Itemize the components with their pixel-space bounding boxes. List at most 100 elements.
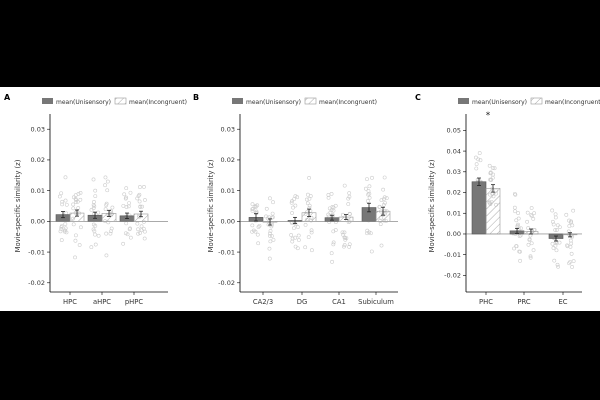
scatter-point [289,233,294,237]
scatter-point [474,162,479,167]
scatter-point [74,198,79,202]
scatter-point [381,187,386,192]
scatter-point [329,251,334,256]
scatter-point [514,218,519,223]
scatter-point [136,227,140,232]
scatter-point [487,163,492,168]
scatter-point [110,205,115,210]
scatter-point [103,183,107,188]
scatter-point [309,228,314,233]
scatter-point [367,195,372,200]
y-tick-label: 0.03 [221,125,235,133]
scatter-point [138,231,142,235]
legend-label-unisensory: mean(Unisensory) [56,99,111,106]
scatter-point [342,183,347,188]
scatter-point [555,262,560,267]
scatter-point [128,235,133,240]
scatter-point [550,208,555,213]
scatter-point [365,231,370,236]
scatter-point [268,234,272,238]
y-axis-label: Movie-specific similarity (z) [14,159,22,252]
scatter-point [557,225,562,230]
scatter-point [74,200,78,205]
scatter-point [255,232,260,237]
scatter-point [307,203,312,208]
scatter-point [93,232,97,237]
scatter-point [333,203,338,208]
scatter-point [76,206,81,210]
scatter-point [124,205,129,209]
panel-label: B [193,93,199,102]
scatter-point [474,166,479,171]
scatter-point [525,210,530,215]
y-tick-label: 0.01 [221,187,235,195]
scatter-point [347,194,352,199]
scatter-point [71,195,76,200]
scatter-point [96,233,101,238]
scatter-point [515,223,520,228]
scatter-point [91,206,96,211]
scatter-point [63,228,67,233]
x-tick-label: CA2/3 [253,298,273,306]
scatter-point [569,251,574,256]
scatter-point [303,223,308,227]
scatter-point [531,216,536,221]
scatter-point [384,196,389,201]
scatter-point [331,208,336,213]
scatter-point [59,238,64,242]
scatter-point [63,198,68,203]
scatter-point [306,235,311,240]
scatter-point [550,241,555,246]
scatter-point [57,194,62,199]
y-tick-label: -0.01 [28,248,45,256]
x-tick-label: CA1 [332,298,346,306]
scatter-point [529,241,534,246]
scatter-point [128,190,133,195]
scatter-point [517,249,522,254]
y-tick-label: -0.02 [28,279,45,287]
scatter-point [109,229,113,234]
y-tick-label: 0.03 [447,168,461,176]
scatter-point [140,204,144,209]
scatter-point [343,236,347,240]
scatter-point [71,206,76,211]
legend-swatch-unisensory [42,98,53,104]
scatter-point [382,202,386,207]
legend-label-incongruent: mean(Incongruent) [319,99,377,106]
scatter-point [250,202,255,207]
scatter-point [476,157,481,162]
legend-label-unisensory: mean(Unisensory) [472,99,527,106]
scatter-point [305,201,310,206]
scatter-point [347,244,352,249]
scatter-point [477,151,482,155]
scatter-point [265,216,270,221]
scatter-point [526,242,531,247]
scatter-point [108,231,113,236]
scatter-point [490,175,495,180]
scatter-point [347,242,352,247]
scatter-point [569,241,574,246]
scatter-point [555,223,560,228]
scatter-point [346,202,351,206]
scatter-point [64,202,69,207]
scatter-point [123,231,128,236]
legend-swatch-incongruent [530,97,543,105]
scatter-point [270,215,275,220]
scatter-point [296,225,300,230]
significance-star: * [486,111,491,121]
scatter-point [554,248,559,253]
scatter-point [528,254,533,259]
scatter-point [516,216,521,221]
scatter-point [264,206,269,211]
scatter-point [296,233,301,238]
scatter-point [268,196,272,201]
scatter-point [296,238,301,242]
legend-swatch-incongruent [304,97,317,105]
scatter-point [293,235,298,240]
scatter-point [478,158,483,163]
scatter-point [267,246,272,251]
scatter-point [93,188,98,193]
y-axis-label: Movie-specific similarity (z) [207,159,215,252]
scatter-point [96,210,101,215]
